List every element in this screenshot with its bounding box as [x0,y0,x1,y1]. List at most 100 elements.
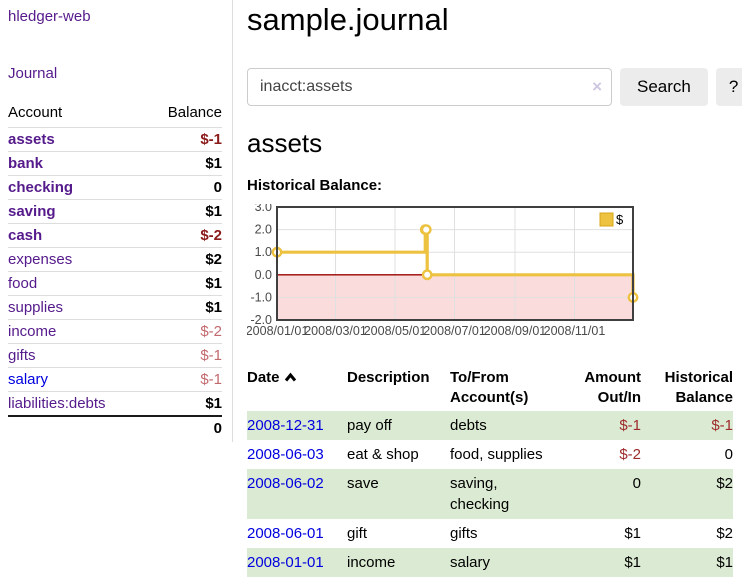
register-header-description: Description [347,369,430,386]
account-row: bank $1 [8,151,222,176]
sidebar: hledger-web Journal Account Balance asse… [0,0,233,442]
transaction-date-link[interactable]: 2008-06-01 [247,525,324,542]
account-link[interactable]: salary [8,371,49,388]
transaction-description-cell: income [347,554,396,571]
account-balance: $1 [145,151,222,176]
svg-text:3.0: 3.0 [255,204,272,214]
account-balance: $-2 [145,223,222,248]
svg-text:1.0: 1.0 [255,245,272,259]
account-balance: 0 [145,175,222,200]
search-form: × Search ? [247,68,742,106]
register-table: Date Description To/From Account(s) Amou… [247,365,733,577]
account-heading: assets [247,128,323,158]
accounts-header-account: Account [8,104,63,121]
transaction-date-cell: 2008-06-01 [247,519,347,548]
account-row: gifts $-1 [8,343,222,368]
transaction-amount-cell: 0 [632,475,641,492]
transaction-description-cell: gift [347,525,368,542]
account-row: expenses $2 [8,247,222,272]
register-header-amount: Amount Out/In [584,369,641,406]
account-row: cash $-2 [8,223,222,248]
accounts-total-row: 0 [8,415,222,440]
main-content: sample.journal × Search ? assets Histori… [233,0,742,577]
account-balance: $1 [145,391,222,416]
transaction-date-link[interactable]: 2008-12-31 [247,417,324,434]
table-row: 2008-06-03 eat & shop food, supplies $-2 0 [247,440,733,469]
transaction-date-cell: 2008-12-31 [247,411,347,440]
accounts-header-balance: Balance [167,104,222,121]
chart-heading: Historical Balance: [247,177,383,194]
transaction-date-link[interactable]: 2008-01-01 [247,554,324,571]
svg-text:$: $ [616,212,624,227]
account-link[interactable]: bank [8,155,44,172]
svg-text:2.0: 2.0 [255,223,272,237]
table-row: 2008-06-02 save saving, checking 0 $2 [247,469,733,519]
account-link[interactable]: expenses [8,251,73,268]
account-row: saving $1 [8,199,222,224]
svg-text:2008/01/01: 2008/01/01 [247,324,308,338]
account-row: checking 0 [8,175,222,200]
account-balance: $1 [145,199,222,224]
transaction-balance-cell: $-1 [711,417,733,434]
transaction-amount-cell: $-1 [619,417,641,434]
account-row: salary $-1 [8,367,222,392]
svg-text:-1.0: -1.0 [250,290,272,304]
transaction-date-cell: 2008-06-02 [247,469,347,519]
search-input[interactable] [247,68,612,106]
transaction-balance-cell: $1 [716,554,733,571]
clear-search-icon[interactable]: × [592,77,602,96]
transaction-balance-cell: $2 [716,525,733,542]
account-balance: $-1 [145,127,222,152]
historical-balance-chart: 3.0 2.0 1.0 0.0 -1.0 -2.0 2008/01/01 2008/03/01… [246,200,742,351]
transaction-date-cell: 2008-06-03 [247,440,347,469]
search-button[interactable]: Search [620,68,708,106]
transaction-description-cell: eat & shop [347,446,419,463]
account-balance: $1 [145,271,222,296]
transaction-date-cell: 2008-01-01 [247,548,347,577]
transaction-balance-cell: $2 [716,475,733,492]
account-link[interactable]: saving [8,203,56,220]
transaction-description-cell: pay off [347,417,392,434]
transaction-accounts-cell: saving, checking [450,475,510,513]
table-row: 2008-12-31 pay off debts $-1 $-1 [247,411,733,440]
app-brand-link[interactable]: hledger-web [8,8,91,25]
help-button[interactable]: ? [715,68,742,106]
transaction-description-cell: save [347,475,379,492]
account-link[interactable]: assets [8,131,55,148]
svg-text:2008/05/01: 2008/05/01 [364,324,427,338]
transaction-accounts-cell: salary [450,554,491,571]
account-link[interactable]: gifts [8,347,36,364]
svg-text:2008/11/01: 2008/11/01 [544,324,606,338]
register-header-date[interactable]: Date [247,365,347,411]
transaction-date-link[interactable]: 2008-06-02 [247,475,324,492]
svg-text:-2.0: -2.0 [250,313,272,327]
account-row: food $1 [8,271,222,296]
account-balance: $2 [145,247,222,272]
table-row: 2008-06-01 gift gifts $1 $2 [247,519,733,548]
accounts-table: Account Balance assets $-1 bank $1 checking 0… [8,100,222,440]
transaction-date-link[interactable]: 2008-06-03 [247,446,324,463]
transaction-accounts-cell: debts [450,417,487,434]
account-balance: $1 [145,295,222,320]
svg-text:2008/03/01: 2008/03/01 [304,324,367,338]
account-link[interactable]: income [8,323,57,340]
accounts-total-value: 0 [145,415,222,440]
account-link[interactable]: checking [8,179,74,196]
account-row: income $-2 [8,319,222,344]
account-link[interactable]: supplies [8,299,64,316]
account-balance: $-1 [145,343,222,368]
account-link[interactable]: liabilities:debts [8,395,106,412]
table-row: 2008-01-01 income salary $1 $1 [247,548,733,577]
register-header-accounts: To/From Account(s) [450,369,529,406]
transaction-accounts-cell: gifts [450,525,478,542]
transaction-balance-cell: 0 [724,446,733,463]
svg-text:2008/07/01: 2008/07/01 [423,324,486,338]
account-link[interactable]: cash [8,227,43,244]
sidebar-item-journal[interactable]: Journal [8,65,58,82]
register-header-balance: Historical Balance [664,369,733,406]
account-balance: $-1 [145,367,222,392]
transaction-amount-cell: $1 [624,525,641,542]
transaction-accounts-cell: food, supplies [450,446,543,463]
chart-canvas: 3.0 2.0 1.0 0.0 -1.0 -2.02008/01/012008/03/01… [246,200,639,338]
account-link[interactable]: food [8,275,38,292]
